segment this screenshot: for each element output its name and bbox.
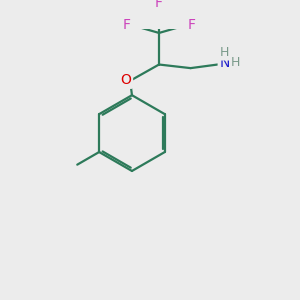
Text: H: H xyxy=(220,46,230,59)
Text: F: F xyxy=(122,18,130,32)
Text: F: F xyxy=(155,0,163,10)
Text: H: H xyxy=(231,56,240,69)
Text: N: N xyxy=(220,56,230,70)
Text: O: O xyxy=(120,73,131,87)
Text: F: F xyxy=(188,18,196,32)
